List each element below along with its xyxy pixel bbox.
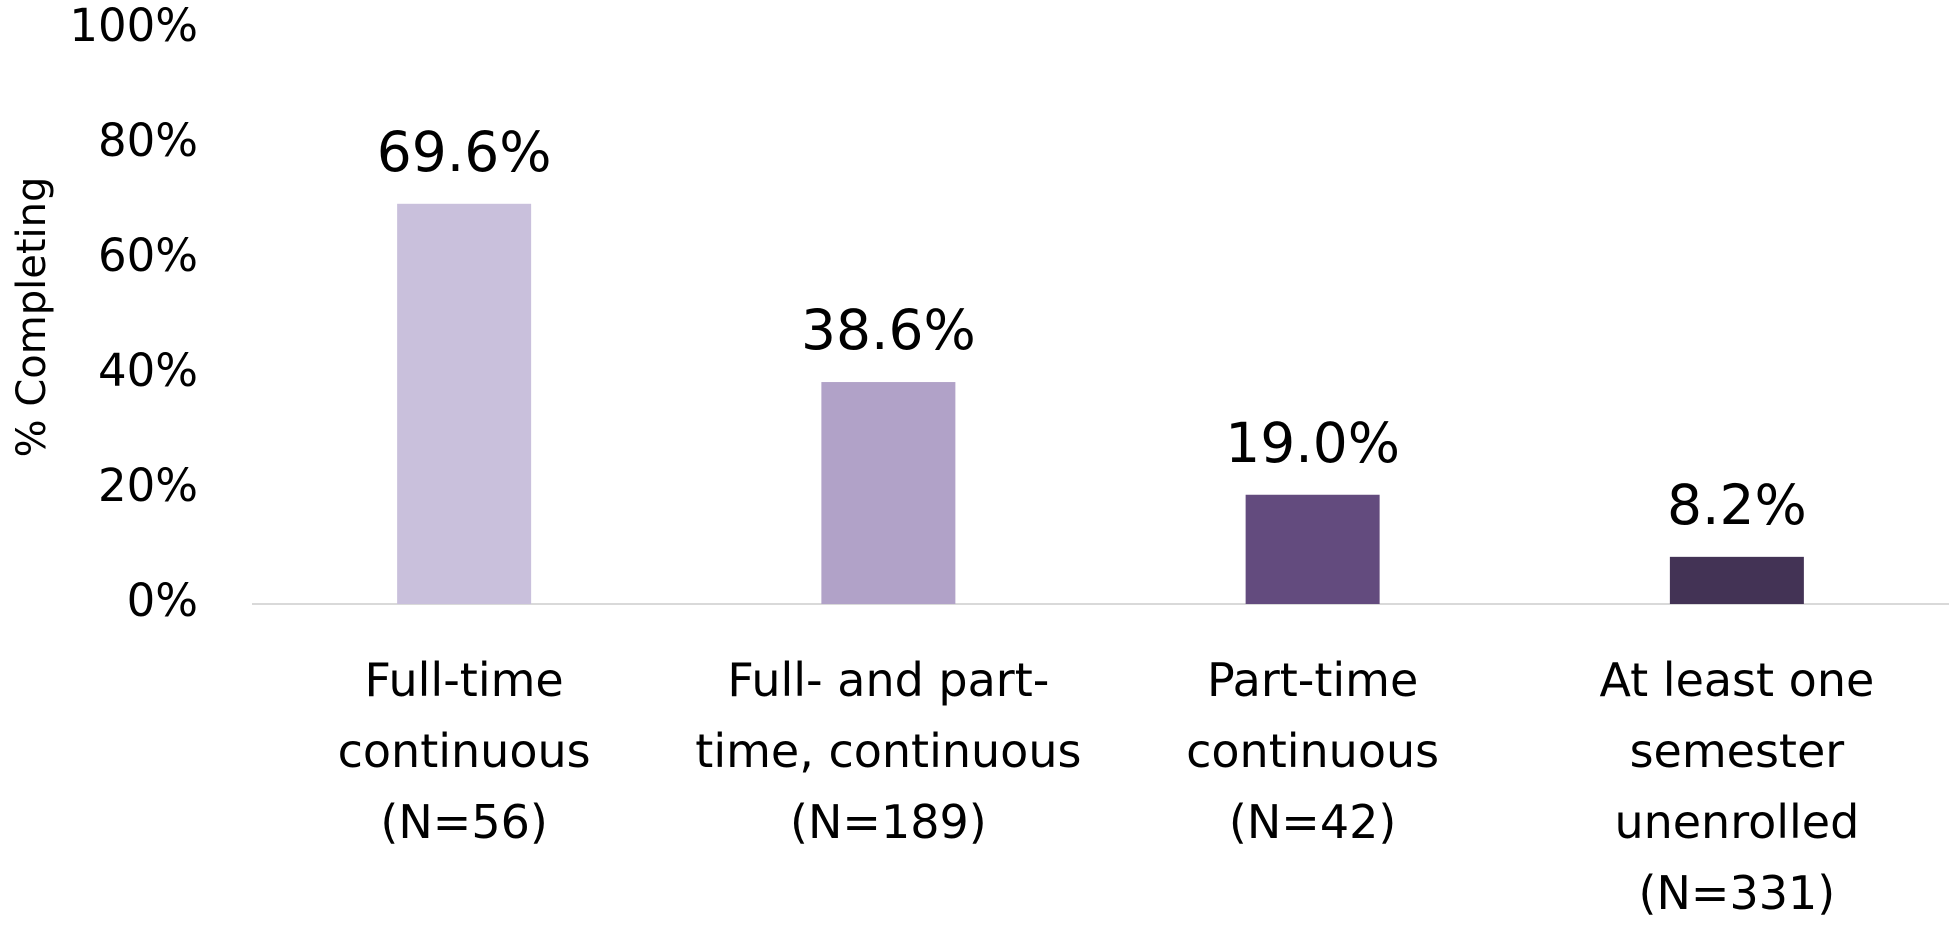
y-axis-title: % Completing: [9, 177, 55, 458]
value-label: 38.6%: [801, 298, 976, 362]
value-label: 19.0%: [1225, 411, 1400, 475]
x-tick-label: Full- and part- time, continuous (N=189): [695, 653, 1082, 849]
y-tick-label: 20%: [98, 459, 198, 512]
y-tick-label: 100%: [69, 0, 198, 52]
y-tick-label: 0%: [127, 574, 198, 627]
value-label: 69.6%: [377, 120, 552, 184]
y-tick-label: 40%: [98, 344, 198, 397]
y-tick-label: 80%: [98, 114, 198, 167]
x-tick-label: Full-time continuous (N=56): [337, 653, 591, 849]
bar: [1245, 494, 1380, 604]
value-label: 8.2%: [1667, 473, 1807, 537]
y-tick-label: 60%: [98, 229, 198, 282]
x-tick-label: At least one semester unenrolled (N=331): [1599, 653, 1875, 920]
bar: [1669, 556, 1804, 604]
bar: [397, 203, 532, 605]
bar: [821, 382, 956, 604]
x-tick-label: Part-time continuous (N=42): [1186, 653, 1440, 849]
